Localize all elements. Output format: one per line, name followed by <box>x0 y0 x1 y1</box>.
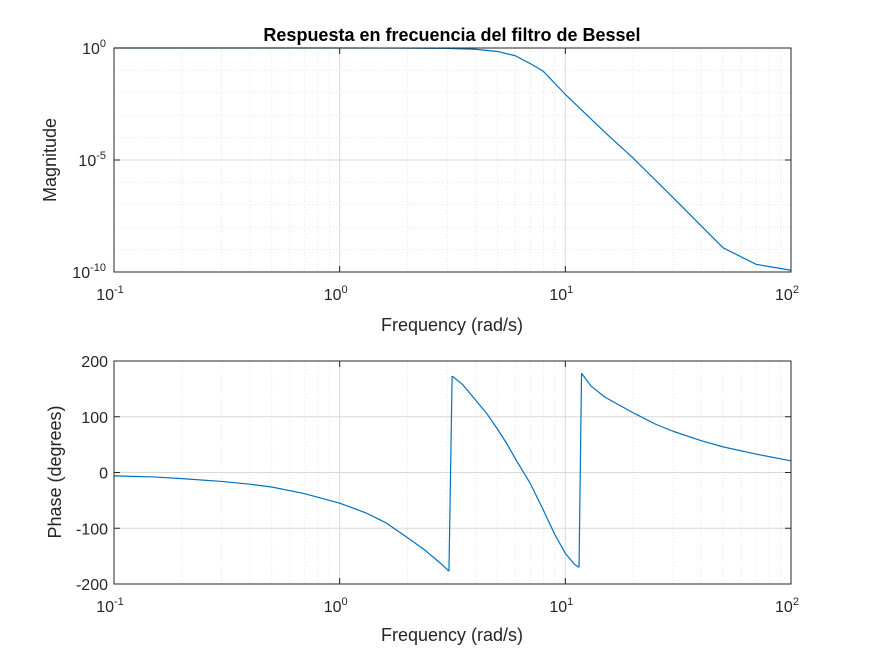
phase-series-line <box>113 475 450 572</box>
phase-y-tick-label: 0 <box>99 466 108 483</box>
phase-y-axis-label: Phase (degrees) <box>45 405 65 538</box>
phase-series-line <box>581 372 792 462</box>
phase-series-line <box>448 376 453 572</box>
magnitude-grid <box>113 47 792 273</box>
phase-y-tick-label: 100 <box>81 410 108 427</box>
chart-title: Respuesta en frecuencia del filtro de Be… <box>263 25 640 45</box>
phase-series-line <box>451 375 580 568</box>
magnitude-x-axis-label: Frequency (rad/s) <box>381 315 523 335</box>
phase-curve <box>113 372 792 572</box>
phase-y-tick-label: 200 <box>81 354 108 371</box>
magnitude-y-axis-label: Magnitude <box>40 118 60 202</box>
phase-y-tick-label: -100 <box>76 521 108 538</box>
phase-y-tick-label: -200 <box>76 577 108 594</box>
phase-series-line <box>578 373 583 568</box>
phase-x-axis-label: Frequency (rad/s) <box>381 625 523 645</box>
